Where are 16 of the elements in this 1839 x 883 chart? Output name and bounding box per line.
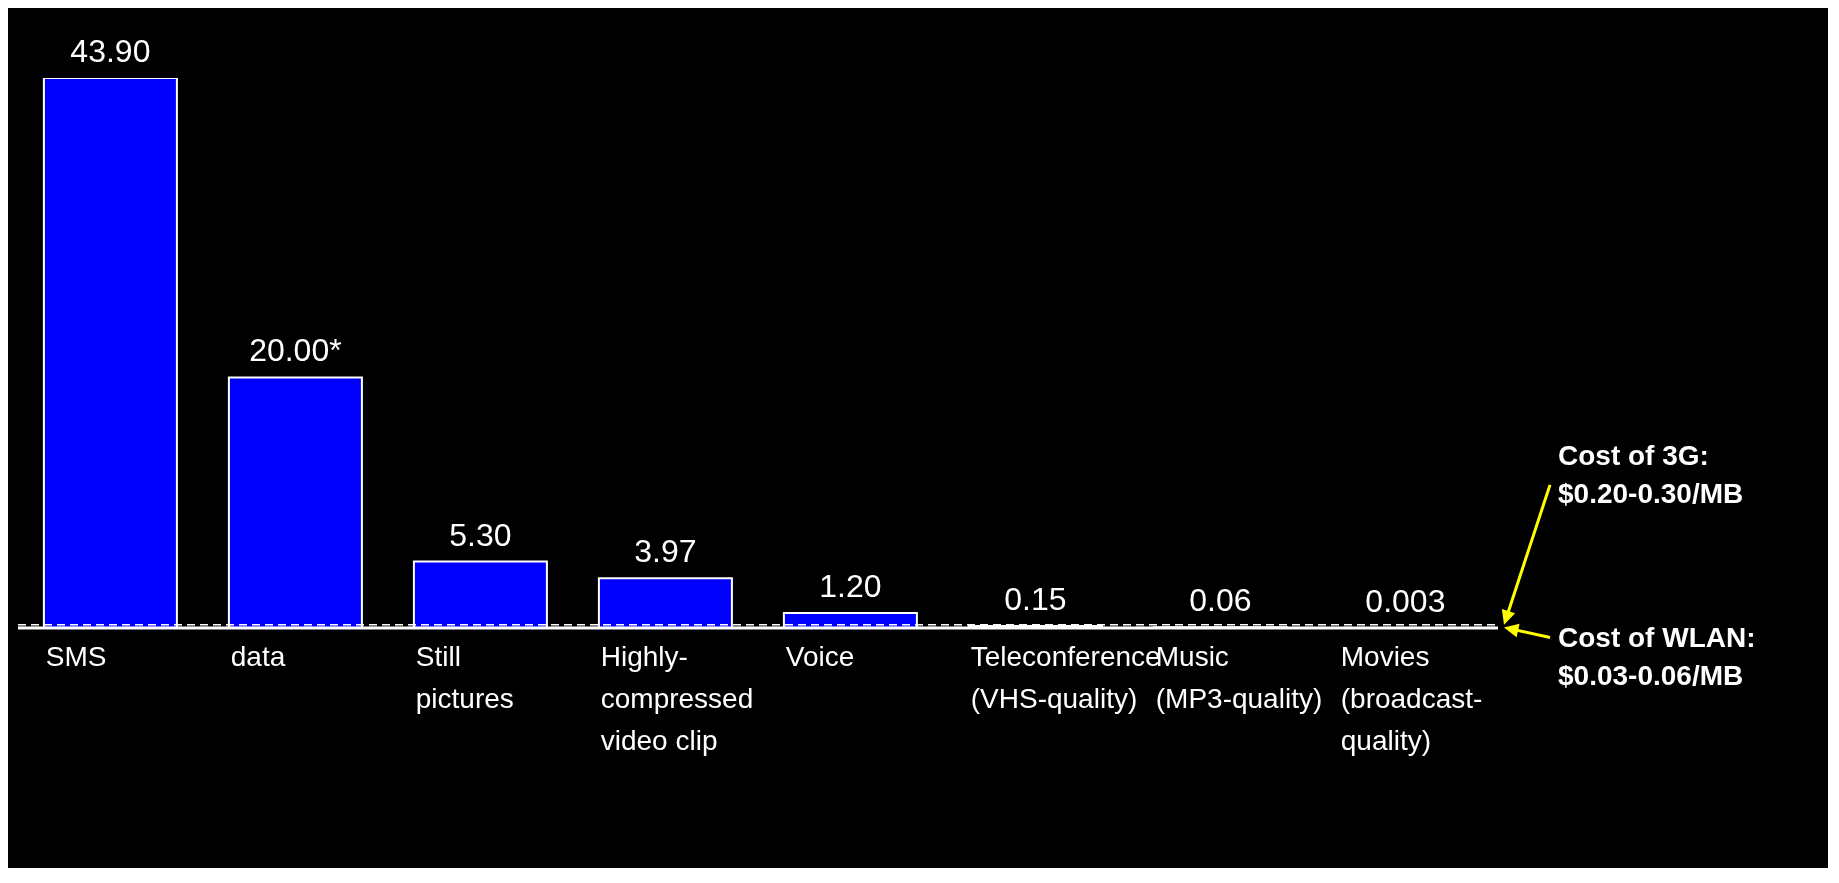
data-label: 1.20: [819, 567, 882, 604]
data-label: 5.30: [449, 516, 512, 553]
x-tick-label: SMS: [45, 641, 107, 672]
data-label: 20.00*: [249, 332, 342, 369]
data-label: 0.06: [1189, 582, 1252, 619]
x-tick-label: Voice: [785, 641, 855, 672]
data-label: 0.15: [1004, 581, 1067, 618]
data-label: 3.97: [634, 533, 697, 570]
text: Cost of 3G: $0.20-0.30/MB: [1558, 439, 1744, 509]
x-tick-label: Movies (broadcast-quality): [1340, 641, 1483, 756]
data-label: 43.90: [70, 33, 151, 69]
x-tick-label: data: [230, 641, 286, 672]
text: Cost of WLAN: $0.03-0.06/MB: [1558, 622, 1756, 692]
data-label: 0.003: [1365, 582, 1446, 619]
x-tick-label: Highly-compressed video clip: [600, 641, 754, 756]
x-tick-label: Still pictures: [415, 641, 514, 714]
